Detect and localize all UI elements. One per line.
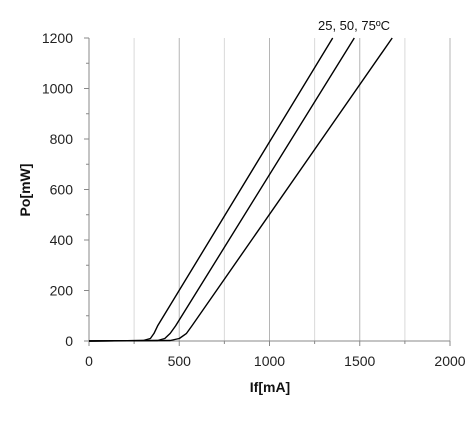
y-tick-label: 200: [50, 283, 74, 299]
x-tick-label: 2000: [434, 353, 465, 369]
grid: [133, 38, 451, 341]
y-tick-label: 1000: [42, 81, 73, 97]
x-tick-label: 0: [85, 353, 93, 369]
x-tick-label: 1500: [344, 353, 375, 369]
series-annotation: 25, 50, 75ºC: [318, 18, 390, 33]
x-axis-title: If[mA]: [250, 379, 290, 395]
y-tick-label: 600: [50, 182, 74, 198]
x-tick-label: 500: [168, 353, 192, 369]
series-line-3: [88, 37, 393, 342]
y-axis-title: Po[mW]: [17, 164, 33, 217]
series-group: [88, 37, 393, 342]
y-tick-label: 0: [65, 333, 73, 349]
y-tick-label: 1200: [42, 30, 73, 46]
tick-labels: 0 200 400 600 800 1000 1200 0 500 1000 1500 2000: [42, 30, 466, 369]
x-tick-label: 1000: [254, 353, 285, 369]
y-tick-label: 800: [50, 131, 74, 147]
y-tick-label: 400: [50, 232, 74, 248]
axes: [84, 37, 451, 346]
series-line-1: [88, 37, 334, 342]
